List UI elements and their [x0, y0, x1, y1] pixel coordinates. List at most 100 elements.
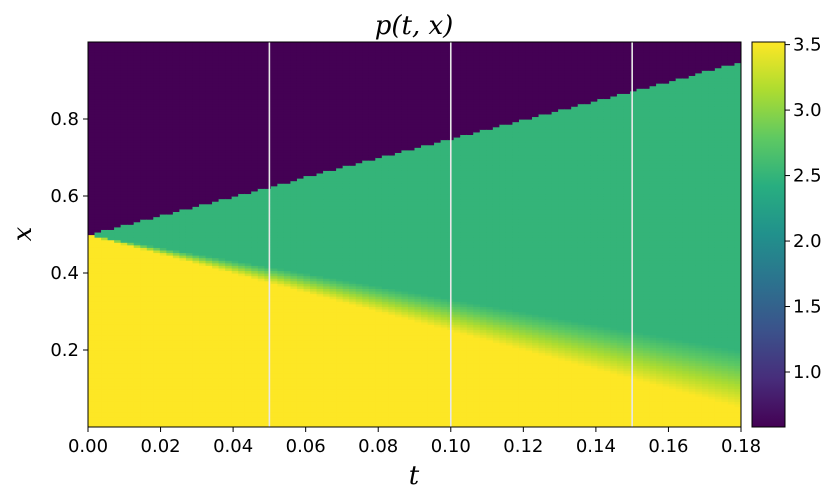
heatmap-cell — [120, 72, 128, 76]
heatmap-cell — [114, 347, 122, 351]
heatmap-cell — [101, 44, 109, 48]
heatmap-cell — [172, 311, 181, 315]
heatmap-cell — [133, 344, 141, 349]
heatmap-cell — [127, 162, 135, 166]
heatmap-cell — [212, 334, 220, 338]
heatmap-cell — [101, 211, 109, 215]
heatmap-cell — [179, 357, 187, 361]
heatmap-cell — [159, 119, 167, 123]
heatmap-cell — [159, 216, 167, 220]
heatmap-cell — [94, 180, 102, 184]
heatmap-cell — [218, 160, 226, 164]
heatmap-cell — [133, 54, 141, 58]
heatmap-cell — [179, 152, 187, 156]
heatmap-cell — [172, 293, 181, 297]
heatmap-cell — [172, 180, 181, 184]
heatmap-cell — [153, 314, 161, 318]
heatmap-cell — [94, 211, 102, 215]
heatmap-cell — [179, 237, 187, 241]
heatmap-cell — [179, 88, 187, 92]
heatmap-cell — [146, 293, 154, 297]
heatmap-cell — [159, 98, 167, 102]
heatmap-cell — [153, 237, 161, 241]
heatmap-cell — [192, 362, 200, 366]
heatmap-cell — [218, 242, 226, 246]
heatmap-cell — [120, 332, 128, 336]
heatmap-cell — [120, 111, 128, 115]
heatmap-cell — [114, 196, 122, 200]
heatmap-cell — [192, 367, 200, 372]
heatmap-cell — [88, 44, 96, 48]
heatmap-cell — [179, 265, 187, 269]
heatmap-cell — [179, 257, 187, 261]
heatmap-cell — [107, 252, 115, 256]
heatmap-cell — [172, 416, 181, 420]
heatmap-cell — [172, 172, 181, 177]
heatmap-cell — [172, 414, 181, 418]
heatmap-cell — [101, 106, 109, 110]
heatmap-cell — [199, 421, 207, 426]
heatmap-cell — [185, 98, 194, 102]
heatmap-cell — [107, 421, 115, 426]
heatmap-cell — [159, 280, 167, 284]
heatmap-cell — [127, 255, 135, 259]
heatmap-cell — [153, 247, 161, 251]
heatmap-cell — [179, 278, 187, 282]
heatmap-cell — [172, 424, 181, 427]
heatmap-cell — [101, 357, 109, 361]
heatmap-cell — [199, 98, 207, 102]
heatmap-cell — [179, 57, 187, 61]
heatmap-cell — [159, 70, 167, 74]
heatmap-cell — [192, 414, 200, 418]
heatmap-cell — [153, 332, 161, 336]
heatmap-cell — [205, 185, 213, 189]
heatmap-cell — [140, 147, 148, 151]
heatmap-cell — [218, 265, 226, 269]
heatmap-cell — [153, 59, 161, 64]
heatmap-cell — [179, 80, 187, 84]
heatmap-cell — [94, 237, 102, 241]
heatmap-cell — [185, 136, 194, 141]
heatmap-cell — [88, 136, 96, 141]
heatmap-cell — [212, 419, 220, 423]
heatmap-cell — [218, 357, 226, 361]
heatmap-cell — [107, 409, 115, 413]
heatmap-cell — [153, 170, 161, 174]
heatmap-cell — [166, 211, 174, 215]
heatmap-cell — [159, 83, 167, 87]
heatmap-cell — [114, 229, 122, 233]
heatmap-cell — [185, 108, 194, 112]
heatmap-cell — [140, 98, 148, 102]
heatmap-cell — [212, 242, 220, 246]
heatmap-cell — [120, 221, 128, 225]
heatmap-cell — [212, 411, 220, 415]
heatmap-cell — [120, 308, 128, 313]
heatmap-cell — [88, 157, 96, 161]
heatmap-cell — [166, 401, 174, 405]
heatmap-cell — [179, 98, 187, 102]
heatmap-cell — [218, 283, 226, 287]
heatmap-cell — [133, 249, 141, 254]
heatmap-cell — [107, 270, 115, 274]
heatmap-cell — [179, 124, 187, 128]
heatmap-cell — [166, 303, 174, 307]
heatmap-cell — [120, 249, 128, 254]
heatmap-cell — [166, 406, 174, 410]
heatmap-cell — [107, 319, 115, 323]
heatmap-cell — [179, 247, 187, 251]
heatmap-cell — [94, 296, 102, 300]
heatmap-cell — [192, 103, 200, 107]
heatmap-cell — [205, 103, 213, 107]
heatmap-cell — [225, 406, 233, 410]
heatmap-cell — [192, 308, 200, 313]
heatmap-cell — [159, 375, 167, 379]
heatmap-cell — [199, 270, 207, 274]
heatmap-cell — [88, 393, 96, 397]
heatmap-cell — [88, 185, 96, 189]
heatmap-cell — [218, 136, 226, 141]
heatmap-cell — [166, 393, 174, 397]
heatmap-cell — [179, 165, 187, 169]
heatmap-cell — [225, 391, 233, 395]
heatmap-cell — [146, 375, 154, 379]
heatmap-cell — [120, 224, 128, 228]
